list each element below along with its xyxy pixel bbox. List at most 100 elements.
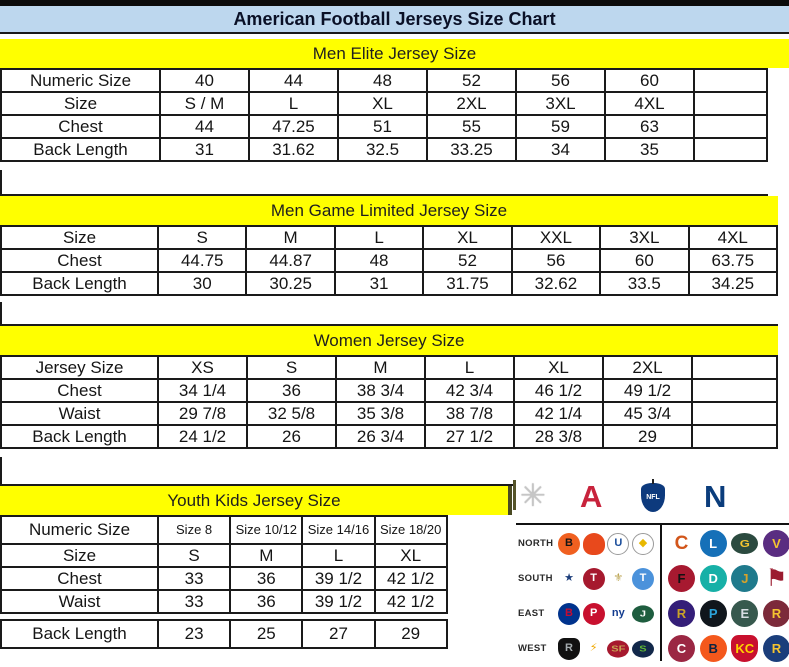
size-cell: Size 14/16 bbox=[301, 515, 376, 545]
team-logo-bengals: B bbox=[558, 532, 580, 555]
page-title: American Football Jerseys Size Chart bbox=[0, 6, 789, 34]
row-label: Numeric Size bbox=[0, 68, 161, 93]
size-cell: 33 bbox=[156, 589, 232, 614]
size-cell: 29 bbox=[602, 424, 693, 449]
size-cell: 24 1/2 bbox=[157, 424, 248, 449]
size-cell: 23 bbox=[156, 619, 232, 649]
size-cell: L bbox=[333, 225, 425, 250]
section-header-youth-kids: Youth Kids Jersey Size bbox=[0, 486, 512, 515]
table-row: Size S M L XL XXL 3XL 4XL bbox=[0, 225, 779, 250]
size-cell: 30.25 bbox=[245, 271, 336, 296]
size-cell: 42 3/4 bbox=[424, 378, 515, 403]
size-cell: 33.5 bbox=[599, 271, 690, 296]
size-cell: 28 3/8 bbox=[513, 424, 604, 449]
division-label: WEST bbox=[518, 643, 547, 654]
size-cell: 2XL bbox=[426, 91, 517, 116]
size-cell: 26 bbox=[246, 424, 337, 449]
size-cell: S bbox=[156, 543, 232, 568]
size-cell: 30 bbox=[156, 271, 248, 296]
team-logo-patriots: P bbox=[582, 602, 605, 625]
panel-divider-horizontal bbox=[516, 523, 789, 525]
size-cell: 36 bbox=[229, 566, 304, 591]
size-cell: 44.75 bbox=[156, 248, 248, 273]
team-logo-jets: J bbox=[631, 604, 654, 623]
size-cell: 36 bbox=[246, 378, 337, 403]
section-header-women: Women Jersey Size bbox=[0, 326, 778, 355]
spreadsheet-gap-row bbox=[0, 302, 778, 326]
team-logo-raiders: R bbox=[558, 637, 580, 660]
size-cell: 2XL bbox=[602, 355, 693, 380]
table-row: Numeric Size 40 44 48 52 56 60 bbox=[0, 68, 768, 93]
team-logo-bills: B bbox=[558, 602, 580, 625]
team-logo-browns bbox=[582, 532, 605, 555]
team-logo-steelers: ◆ bbox=[631, 532, 654, 555]
team-logo-cowboys: ★ bbox=[564, 572, 574, 584]
size-cell: 33 bbox=[156, 566, 232, 591]
row-label: Chest bbox=[0, 566, 159, 591]
team-logo-titans: T bbox=[631, 567, 654, 590]
size-cell: XS bbox=[157, 355, 248, 380]
nfc-team-group: C B KC R bbox=[668, 635, 789, 662]
row-label: Back Length bbox=[0, 619, 159, 649]
size-cell: M bbox=[229, 543, 304, 568]
size-cell: 38 3/4 bbox=[335, 378, 426, 403]
nfl-shield-label: NFL bbox=[646, 494, 660, 501]
table-row: Waist 29 7/8 32 5/8 35 3/8 38 7/8 42 1/4 45 3/… bbox=[0, 401, 778, 426]
row-label: Waist bbox=[0, 401, 159, 426]
row-label: Chest bbox=[0, 248, 159, 273]
size-cell: 51 bbox=[337, 114, 428, 139]
table-row: Chest 34 1/4 36 38 3/4 42 3/4 46 1/2 49 1/2 bbox=[0, 378, 778, 403]
size-cell: 39 1/2 bbox=[301, 589, 376, 614]
size-cell: 45 3/4 bbox=[602, 401, 693, 426]
nfc-team-group: F D J ⚑ bbox=[668, 565, 789, 592]
size-cell: XXL bbox=[510, 225, 602, 250]
table-spacer bbox=[1, 613, 519, 620]
team-logo-saints: ⚜ bbox=[613, 572, 624, 584]
size-cell: XL bbox=[422, 225, 513, 250]
panel-left-edge bbox=[513, 480, 517, 510]
size-cell: 29 7/8 bbox=[157, 401, 248, 426]
division-label: NORTH bbox=[518, 538, 554, 549]
row-label: Size bbox=[0, 225, 159, 250]
size-cell: 31.75 bbox=[422, 271, 513, 296]
table-row: Back Length 24 1/2 26 26 3/4 27 1/2 28 3/8 29 bbox=[0, 424, 778, 449]
size-cell: 27 bbox=[301, 619, 376, 649]
size-cell: 44 bbox=[159, 114, 250, 139]
team-logo-chiefs: KC bbox=[731, 635, 759, 662]
team-logo-giants: ny bbox=[611, 607, 625, 619]
row-label: Back Length bbox=[0, 137, 161, 162]
team-logo-redskins: R bbox=[762, 600, 789, 627]
panel-divider-vertical bbox=[660, 523, 662, 661]
empty-cell bbox=[691, 424, 778, 449]
size-table-women: Jersey Size XS S M L XL 2XL Chest 34 1/4 36 38 3/4… bbox=[0, 355, 778, 449]
size-cell: M bbox=[245, 225, 336, 250]
size-cell: 60 bbox=[604, 68, 695, 93]
section-header-men-elite: Men Elite Jersey Size bbox=[0, 39, 789, 68]
table-row: Chest 44 47.25 51 55 59 63 bbox=[0, 114, 768, 139]
size-cell: 25 bbox=[229, 619, 304, 649]
size-cell: 4XL bbox=[604, 91, 695, 116]
table-row: Waist 33 36 39 1/2 42 1/2 bbox=[0, 589, 519, 614]
size-cell: 56 bbox=[510, 248, 602, 273]
nfl-teams-panel: ✳ A NFL N NORTH B U ◆ C L G V SOUTH ★ T ⚜ T F D J ⚑ EAST B… bbox=[516, 478, 789, 667]
size-cell: 52 bbox=[426, 68, 517, 93]
team-logo-lions: L bbox=[699, 530, 727, 557]
division-row: WEST R ⚡ SF S C B KC R bbox=[518, 631, 789, 666]
size-cell: 27 1/2 bbox=[424, 424, 515, 449]
team-logo-bears: C bbox=[674, 533, 689, 554]
team-logo-buccaneers: ⚑ bbox=[765, 564, 788, 592]
division-label: SOUTH bbox=[518, 573, 553, 584]
size-cell: 39 1/2 bbox=[301, 566, 376, 591]
table-row: Size S M L XL bbox=[0, 543, 519, 568]
row-label: Numeric Size bbox=[0, 515, 159, 545]
size-cell: 60 bbox=[599, 248, 690, 273]
team-logo-vikings: V bbox=[762, 530, 789, 557]
team-logo-49ers: SF bbox=[607, 639, 630, 658]
size-cell: 44.87 bbox=[245, 248, 336, 273]
team-logo-falcons: F bbox=[668, 565, 695, 592]
empty-cell bbox=[693, 91, 768, 116]
table-row: Chest 44.75 44.87 48 52 56 60 63.75 bbox=[0, 248, 779, 273]
